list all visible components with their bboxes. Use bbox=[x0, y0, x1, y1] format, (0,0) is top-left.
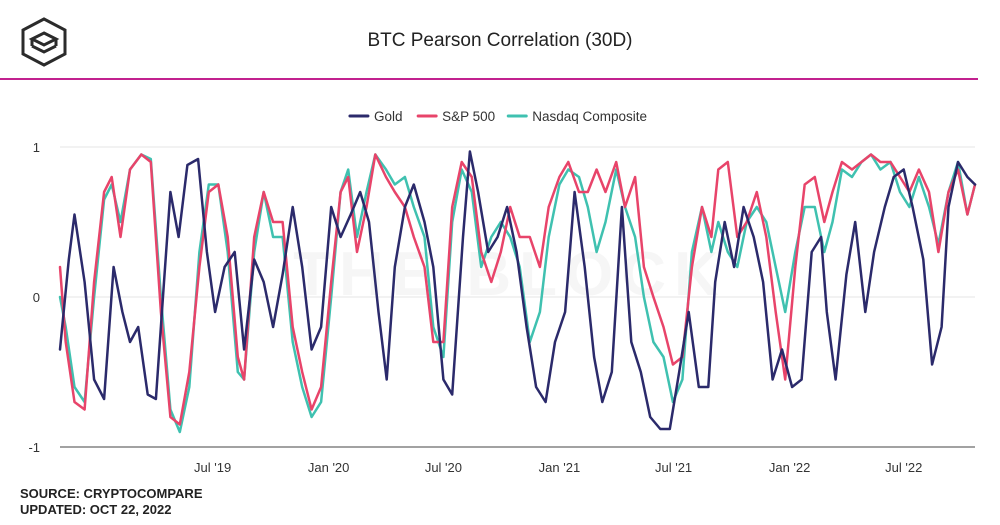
x-tick-label: Jul '22 bbox=[885, 460, 922, 475]
x-tick-label: Jan '20 bbox=[308, 460, 350, 475]
legend-label: S&P 500 bbox=[442, 109, 495, 124]
correlation-line-chart: THE BLOCK Gold S&P 500 Nasdaq Composite 10… bbox=[28, 109, 977, 475]
x-axis-ticks: Jul '19 Jan '20 Jul '20 Jan '21 Jul '21 Jan '… bbox=[194, 460, 922, 475]
chart-title: BTC Pearson Correlation (30D) bbox=[367, 30, 633, 51]
y-axis-ticks: 1 0 -1 bbox=[28, 140, 40, 455]
legend-label: Gold bbox=[374, 109, 403, 124]
y-tick-label: -1 bbox=[28, 440, 40, 455]
series-line-gold bbox=[58, 150, 977, 431]
source-text: SOURCE: CRYPTOCOMPARE bbox=[20, 486, 203, 501]
series-lines bbox=[58, 150, 977, 434]
the-block-logo-icon bbox=[21, 17, 67, 67]
title-divider bbox=[0, 78, 978, 80]
x-tick-label: Jul '19 bbox=[194, 460, 231, 475]
y-tick-label: 1 bbox=[33, 140, 40, 155]
y-tick-label: 0 bbox=[33, 290, 40, 305]
x-tick-label: Jan '21 bbox=[539, 460, 581, 475]
series-line-s-p-500 bbox=[58, 153, 977, 426]
updated-text: UPDATED: OCT 22, 2022 bbox=[20, 502, 172, 517]
x-tick-label: Jan '22 bbox=[769, 460, 811, 475]
chart-legend: Gold S&P 500 Nasdaq Composite bbox=[348, 109, 647, 124]
x-tick-label: Jul '21 bbox=[655, 460, 692, 475]
legend-label: Nasdaq Composite bbox=[532, 109, 647, 124]
source-note: SOURCE: CRYPTOCOMPARE UPDATED: OCT 22, 2… bbox=[20, 486, 203, 518]
x-tick-label: Jul '20 bbox=[425, 460, 462, 475]
